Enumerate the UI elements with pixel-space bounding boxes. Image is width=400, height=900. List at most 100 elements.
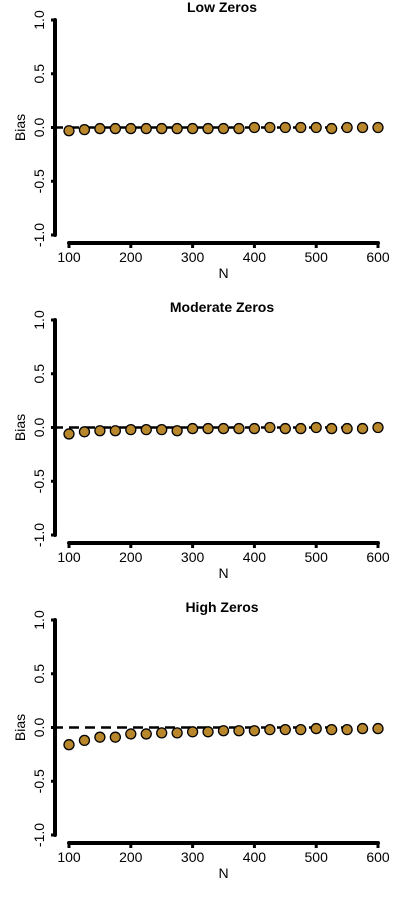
y-tick-label: -0.5	[31, 769, 47, 793]
data-point	[63, 428, 75, 440]
data-point	[78, 123, 91, 136]
data-point	[217, 725, 230, 737]
x-tick-label: 400	[243, 549, 267, 565]
y-tick-label: 0.0	[31, 118, 47, 138]
x-tick-label: 100	[57, 249, 81, 265]
data-point	[295, 422, 307, 435]
data-point	[325, 724, 338, 736]
data-point	[279, 724, 291, 736]
x-axis-label: N	[218, 865, 228, 881]
y-tick-label: 1.0	[31, 10, 47, 30]
data-point	[217, 122, 230, 135]
data-point	[156, 727, 168, 739]
data-point	[125, 728, 137, 740]
data-point	[248, 422, 261, 435]
data-point	[171, 727, 183, 739]
data-point	[140, 122, 152, 135]
data-point	[171, 425, 183, 437]
chart-panel-2: Moderate Zeros -1.0 -0.5 0.0 0.5 1.0 Bias 100 20…	[12, 299, 390, 581]
y-tick-label: 1.0	[31, 310, 47, 330]
x-tick-label: 400	[243, 849, 267, 865]
y-tick-label: -0.5	[31, 469, 47, 493]
data-point	[279, 422, 291, 435]
data-point	[63, 125, 75, 137]
x-tick-label: 100	[57, 849, 81, 865]
y-tick-label: -1.0	[31, 523, 47, 547]
data-point	[186, 122, 199, 135]
data-point	[94, 731, 106, 743]
data-point	[78, 426, 91, 438]
data-point	[233, 122, 245, 135]
data-point	[140, 728, 152, 740]
y-tick-label: -0.5	[31, 169, 47, 193]
x-tick-label: 500	[305, 849, 329, 865]
data-point	[156, 423, 168, 436]
x-tick-label: 300	[181, 849, 205, 865]
y-tick-label: 1.0	[31, 610, 47, 630]
x-tick-label: 500	[305, 549, 329, 565]
y-tick-label: 0.0	[31, 418, 47, 438]
data-point	[125, 122, 137, 135]
chart-title: Low Zeros	[187, 0, 257, 15]
data-point	[356, 121, 369, 134]
x-tick-label: 200	[119, 849, 143, 865]
data-point	[295, 121, 307, 134]
data-point	[372, 722, 384, 735]
y-tick-label: 0.5	[31, 664, 47, 684]
x-tick-label: 200	[119, 249, 143, 265]
data-point	[310, 722, 322, 735]
x-tick-label: 600	[366, 849, 390, 865]
chart-panel-3: High Zeros -1.0 -0.5 0.0 0.5 1.0 Bias 100 200 300…	[12, 599, 390, 881]
data-point	[341, 724, 353, 736]
data-point	[109, 731, 121, 743]
x-tick-label: 600	[366, 549, 390, 565]
y-axis-label: Bias	[12, 714, 28, 741]
data-point	[233, 725, 245, 737]
data-point	[186, 422, 199, 435]
y-tick-label: -1.0	[31, 223, 47, 247]
data-point	[202, 726, 214, 738]
data-point	[233, 422, 245, 435]
data-point	[94, 122, 106, 135]
data-point	[156, 122, 168, 135]
data-point	[63, 739, 75, 751]
data-point	[372, 421, 384, 434]
chart-title: High Zeros	[185, 599, 258, 615]
data-point	[78, 734, 91, 747]
data-point	[341, 121, 353, 134]
data-point	[202, 422, 214, 435]
x-tick-label: 200	[119, 549, 143, 565]
data-point	[279, 121, 291, 134]
x-tick-label: 100	[57, 549, 81, 565]
x-axis-label: N	[218, 265, 228, 281]
chart-title: Moderate Zeros	[170, 299, 274, 315]
data-point	[264, 724, 276, 736]
data-point	[264, 421, 276, 434]
data-point	[356, 422, 369, 435]
data-point	[325, 422, 338, 435]
x-tick-label: 400	[243, 249, 267, 265]
data-point	[325, 122, 338, 135]
data-point	[140, 423, 152, 436]
data-point	[186, 726, 199, 738]
y-tick-label: 0.5	[31, 64, 47, 84]
data-point	[248, 121, 261, 134]
y-axis-label: Bias	[12, 414, 28, 441]
data-point	[125, 423, 137, 436]
x-tick-label: 500	[305, 249, 329, 265]
chart-panel-1: Low Zeros -1.0 -0.5 0.0 0.5 1.0 Bias 100 200 300 4…	[12, 0, 390, 281]
y-tick-label: 0.5	[31, 364, 47, 384]
x-axis-label: N	[218, 565, 228, 581]
data-point	[171, 122, 183, 135]
x-tick-label: 600	[366, 249, 390, 265]
y-tick-label: 0.0	[31, 718, 47, 738]
data-point	[109, 425, 121, 437]
x-tick-label: 300	[181, 249, 205, 265]
data-point	[310, 421, 322, 434]
data-point	[248, 725, 261, 737]
data-point	[356, 722, 369, 735]
x-tick-label: 300	[181, 549, 205, 565]
data-point	[217, 422, 230, 435]
data-point	[94, 425, 106, 437]
